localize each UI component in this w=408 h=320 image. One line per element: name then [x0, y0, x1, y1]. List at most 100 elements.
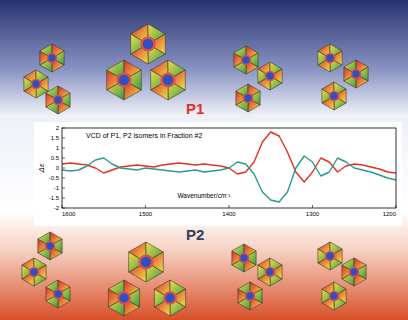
y-tick: [62, 208, 65, 209]
y-tick-label: -0.5: [49, 175, 60, 181]
atom: [119, 293, 128, 302]
polyhedron: [236, 84, 260, 112]
polyhedron: [232, 244, 256, 272]
y-tick-label: -1: [54, 185, 60, 191]
y-axis-title: Δε: [37, 163, 46, 173]
atom: [326, 54, 333, 61]
x-tick-label: 1600: [62, 211, 76, 217]
facet-ring: [160, 72, 175, 87]
x-tick: [145, 205, 146, 208]
atom: [54, 96, 61, 103]
atom: [48, 54, 55, 61]
x-tick-label: 1300: [306, 211, 320, 217]
facet-ring: [329, 291, 340, 302]
polyhedron: [154, 280, 185, 316]
x-tick: [312, 205, 313, 208]
polyhedron: [322, 82, 346, 110]
atom: [266, 268, 273, 275]
polyhedron: [322, 282, 346, 310]
y-tick-label: 0: [56, 165, 60, 171]
figure: P1P2-2-1.5-1-0.500.511.52160015001400130…: [0, 0, 408, 320]
polyhedron: [129, 242, 164, 282]
facet-ring: [53, 95, 64, 106]
chart-title: VCD of P1, P2 isomers in Fraction #2: [86, 132, 202, 139]
x-tick-label: 1500: [139, 211, 153, 217]
y-tick: [62, 168, 65, 169]
y-tick: [62, 198, 65, 199]
polyhedron: [318, 44, 342, 72]
facet-ring: [325, 53, 336, 64]
polyhedron: [344, 60, 368, 88]
atom: [242, 56, 249, 63]
plot-frame: [62, 128, 396, 208]
chart-panel: [34, 122, 402, 226]
polyhedron: [46, 86, 70, 114]
facet-ring: [329, 91, 340, 102]
polyhedron: [258, 258, 282, 286]
atom: [244, 94, 251, 101]
x-axis-title: Wavenumber/cm⁻¹: [177, 192, 231, 199]
atom: [119, 75, 129, 85]
x-tick: [62, 205, 63, 208]
y-tick: [62, 128, 65, 129]
atom: [352, 70, 359, 77]
polyhedron: [22, 258, 46, 286]
atom: [163, 75, 173, 85]
facet-ring: [47, 53, 58, 64]
facet-ring: [117, 291, 131, 305]
x-tick-label: 1400: [222, 211, 236, 217]
y-tick-label: 0.5: [51, 155, 60, 161]
y-tick: [62, 178, 65, 179]
facet-ring: [138, 254, 153, 269]
atom: [54, 290, 61, 297]
y-tick-label: 2: [56, 125, 60, 131]
facet-ring: [29, 267, 40, 278]
polyhedron: [234, 46, 258, 74]
y-tick-label: 1.5: [51, 135, 60, 141]
y-tick-label: 1: [56, 145, 60, 151]
atom: [350, 268, 357, 275]
facet-ring: [53, 289, 64, 300]
polyhedron: [40, 44, 64, 72]
background: [0, 0, 408, 320]
atom: [240, 254, 247, 261]
polyhedron: [151, 60, 186, 100]
y-tick-label: -2: [54, 205, 60, 211]
facet-ring: [245, 291, 256, 302]
facet-ring: [140, 36, 155, 51]
x-tick: [396, 205, 397, 208]
y-tick: [62, 148, 65, 149]
atom: [32, 80, 39, 87]
atom: [330, 92, 337, 99]
atom: [330, 292, 337, 299]
facet-ring: [241, 55, 252, 66]
polyhedron: [24, 70, 48, 98]
polyhedron: [131, 24, 166, 64]
atom: [143, 39, 153, 49]
y-tick-label: -1.5: [49, 195, 60, 201]
polyhedron: [318, 242, 342, 270]
polyhedron: [38, 232, 62, 260]
facet-ring: [116, 72, 131, 87]
facet-ring: [265, 267, 276, 278]
atom: [46, 242, 53, 249]
y-tick: [62, 158, 65, 159]
atom: [326, 252, 333, 259]
spectrum-line: [62, 132, 396, 182]
polyhedron: [342, 258, 366, 286]
atom: [141, 257, 151, 267]
facet-ring: [243, 93, 254, 104]
facet-ring: [349, 267, 360, 278]
facet-ring: [325, 251, 336, 262]
facet-ring: [45, 241, 56, 252]
y-tick: [62, 138, 65, 139]
facet-ring: [265, 71, 276, 82]
atom: [266, 72, 273, 79]
facet-ring: [163, 291, 177, 305]
polyhedron: [46, 280, 70, 308]
polyhedron: [238, 282, 262, 310]
series-label: P1: [186, 100, 204, 117]
atom: [246, 292, 253, 299]
label-patch: [175, 191, 233, 200]
polyhedron: [258, 62, 282, 90]
